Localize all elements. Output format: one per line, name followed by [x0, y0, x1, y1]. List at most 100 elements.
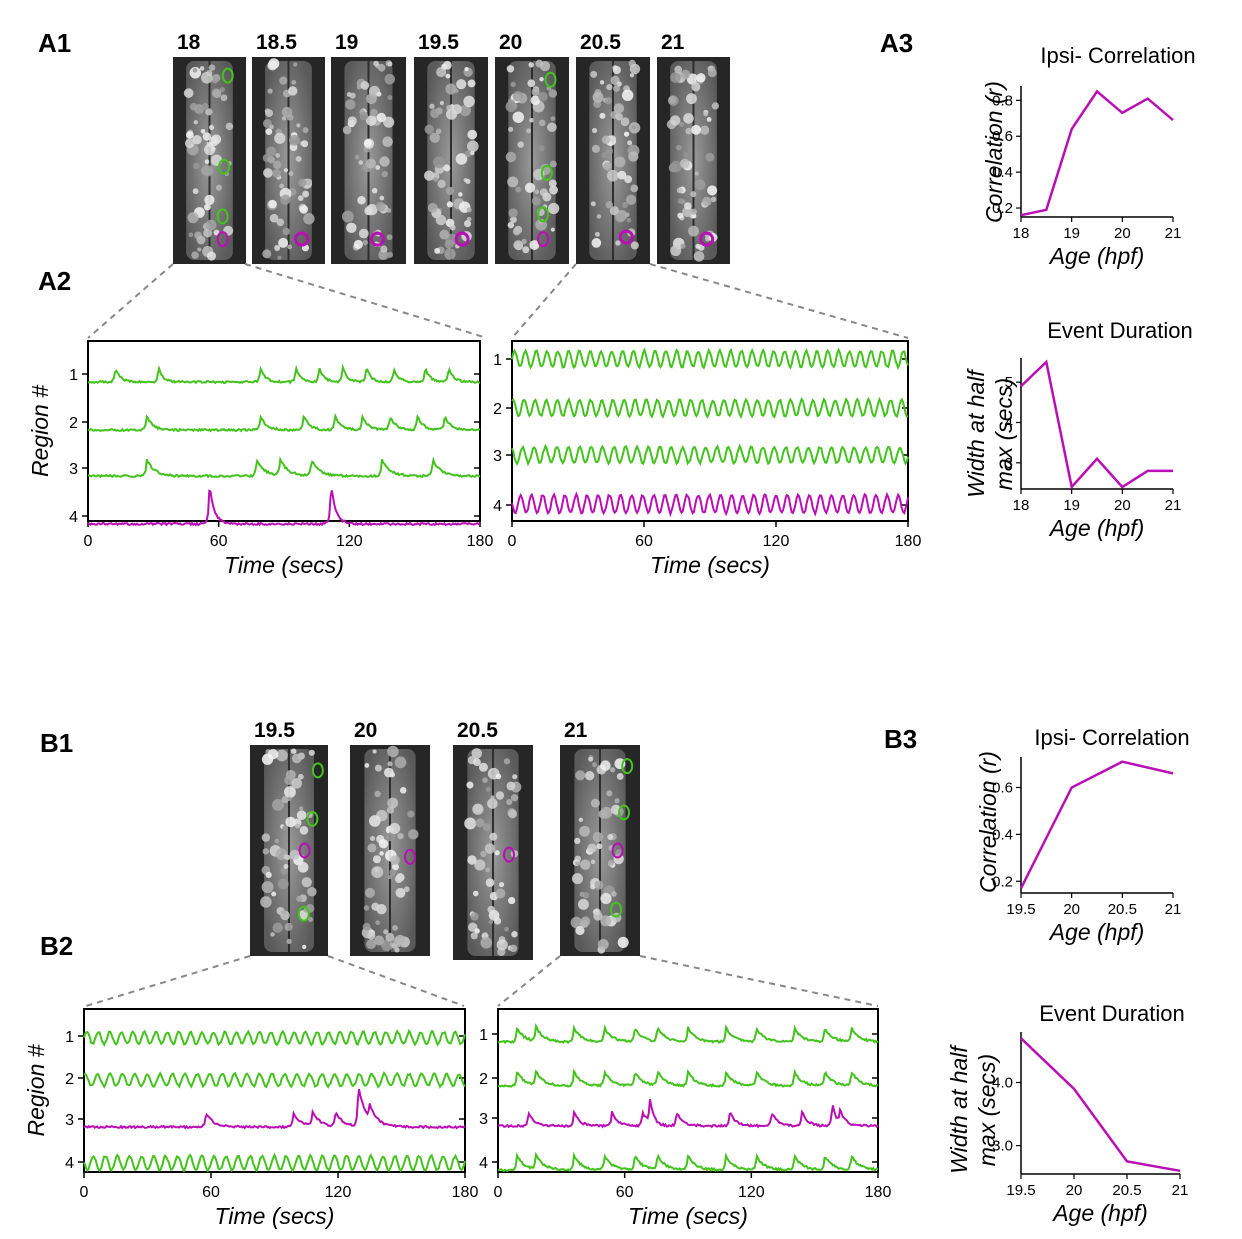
- zoom-connector: [497, 955, 561, 1007]
- embryo-image-row-b: 19.5 20 20.5 21: [250, 719, 640, 960]
- zoom-connector: [87, 263, 174, 339]
- y-tick-label: 0.2: [992, 200, 1013, 217]
- x-tick-label: 60: [210, 533, 228, 550]
- roi-outline: [370, 231, 385, 247]
- x-tick-label: 21: [1165, 497, 1182, 514]
- y-tick-label: 3: [1005, 455, 1013, 472]
- region-trace: [83, 1071, 466, 1089]
- y-axis-label: Region #: [23, 1043, 49, 1136]
- region-trace: [83, 1089, 466, 1130]
- roi-outline: [621, 758, 634, 775]
- chart-b-correlation: Ipsi- Correlation 19.5 20 20.5 21 0.2 0.4 0.6 Ag…: [975, 725, 1190, 945]
- region-trace: [88, 456, 481, 479]
- embryo-image: [350, 745, 430, 956]
- x-tick-label: 180: [452, 1184, 479, 1201]
- y-axis-label: Width at halfmax (secs): [963, 368, 1017, 498]
- trace-panel-b-right: 0 60 120 180 Time (secs) 1 2 3 4: [479, 1008, 892, 1229]
- series-line: [1020, 359, 1173, 490]
- y-axis-label: Width at halfmax (secs): [946, 1044, 1000, 1174]
- roi-outline: [540, 164, 553, 181]
- region-trace: [497, 1151, 879, 1173]
- x-axis-label: Age (hpf): [1051, 1200, 1148, 1226]
- embryo-image: [453, 745, 533, 960]
- panel-label-b1: B1: [40, 728, 73, 758]
- roi-outline: [699, 231, 715, 247]
- y-axis-label: Correlation (r): [975, 751, 1001, 893]
- x-tick-label: 120: [763, 533, 790, 550]
- region-trace: [497, 1099, 879, 1129]
- age-label: 19.5: [254, 719, 295, 742]
- x-tick-label: 21: [1165, 225, 1182, 242]
- x-tick-label: 60: [616, 1184, 634, 1201]
- y-tick-label: 4: [479, 1155, 488, 1172]
- region-trace: [511, 443, 909, 467]
- x-tick-label: 0: [84, 533, 93, 550]
- y-tick-label: 3.0: [992, 1138, 1013, 1155]
- y-tick-label: 4: [1005, 414, 1013, 431]
- x-tick-label: 20.5: [1112, 1182, 1141, 1199]
- y-tick-label: 0.2: [992, 873, 1013, 890]
- y-tick-label: 2: [493, 401, 502, 418]
- x-tick-label: 20: [1114, 225, 1131, 242]
- x-tick-label: 0: [508, 533, 517, 550]
- region-trace: [497, 1023, 879, 1045]
- x-axis-label: Age (hpf): [1048, 515, 1145, 541]
- chart-a-duration: Event Duration 18 19 20 21 3 4 5 Age (hpf) Width …: [963, 318, 1193, 541]
- embryo-image-row-a: 18 18.5 19 19.5 20 20.5 21: [173, 31, 730, 264]
- x-axis-label: Time (secs): [215, 1203, 335, 1229]
- chart-title: Event Duration: [1047, 318, 1193, 343]
- x-tick-label: 19: [1063, 497, 1080, 514]
- zoom-connector: [244, 263, 488, 339]
- trace-frame: [87, 340, 481, 522]
- series-line: [1020, 89, 1174, 217]
- roi-outline: [221, 67, 234, 84]
- x-tick-label: 18: [1013, 497, 1030, 514]
- y-tick-label: 3: [479, 1111, 488, 1128]
- age-label: 18: [177, 31, 201, 54]
- zoom-connector: [639, 955, 879, 1007]
- age-label: 20: [354, 719, 377, 742]
- y-tick-label: 3: [65, 1112, 74, 1129]
- x-tick-label: 180: [865, 1184, 892, 1201]
- age-label: 19: [335, 31, 358, 54]
- x-axis-label: Time (secs): [224, 552, 344, 578]
- roi-outline: [218, 158, 231, 175]
- x-tick-label: 20: [1066, 1182, 1083, 1199]
- y-tick-label: 2: [69, 415, 78, 432]
- embryo-image: [173, 57, 246, 264]
- age-label: 20.5: [580, 31, 621, 54]
- panel-label-a2: A2: [38, 266, 71, 296]
- y-tick-label: 0.4: [992, 164, 1013, 181]
- y-tick-label: 4: [493, 498, 502, 515]
- x-axis-label: Time (secs): [628, 1203, 748, 1229]
- y-tick-label: 4.0: [992, 1074, 1013, 1091]
- y-axis-label: Region #: [27, 384, 53, 477]
- region-trace: [83, 1028, 466, 1048]
- roi-outline: [503, 846, 515, 863]
- embryo-image: [495, 57, 569, 264]
- y-tick-label: 5: [1005, 374, 1013, 391]
- age-label: 20: [499, 31, 522, 54]
- y-tick-label: 1: [69, 367, 78, 384]
- roi-outline: [618, 229, 634, 245]
- roi-outline: [454, 231, 470, 247]
- trace-panel-a-left: 0 60 120 180 Time (secs) 1 2 3 4 Region #: [27, 340, 494, 578]
- age-label: 20.5: [457, 719, 498, 742]
- roi-outline: [404, 848, 416, 865]
- y-tick-label: 4: [65, 1155, 74, 1172]
- roi-outline: [294, 231, 310, 247]
- embryo-image: [252, 57, 325, 264]
- x-tick-label: 180: [467, 533, 494, 550]
- roi-outline: [306, 810, 319, 827]
- zoom-connector: [511, 263, 577, 339]
- trace-panel-b-left: 0 60 120 180 Time (secs) 1 2 3 4 Region #: [23, 1008, 479, 1229]
- x-tick-label: 20.5: [1108, 901, 1137, 918]
- x-tick-label: 120: [325, 1184, 352, 1201]
- y-tick-label: 4: [69, 509, 78, 526]
- x-tick-label: 18: [1013, 225, 1030, 242]
- x-axis-label: Age (hpf): [1048, 919, 1145, 945]
- panel-label-b3: B3: [884, 724, 917, 754]
- zoom-connector: [649, 263, 909, 339]
- embryo-image: [576, 57, 650, 264]
- age-label: 21: [661, 31, 685, 54]
